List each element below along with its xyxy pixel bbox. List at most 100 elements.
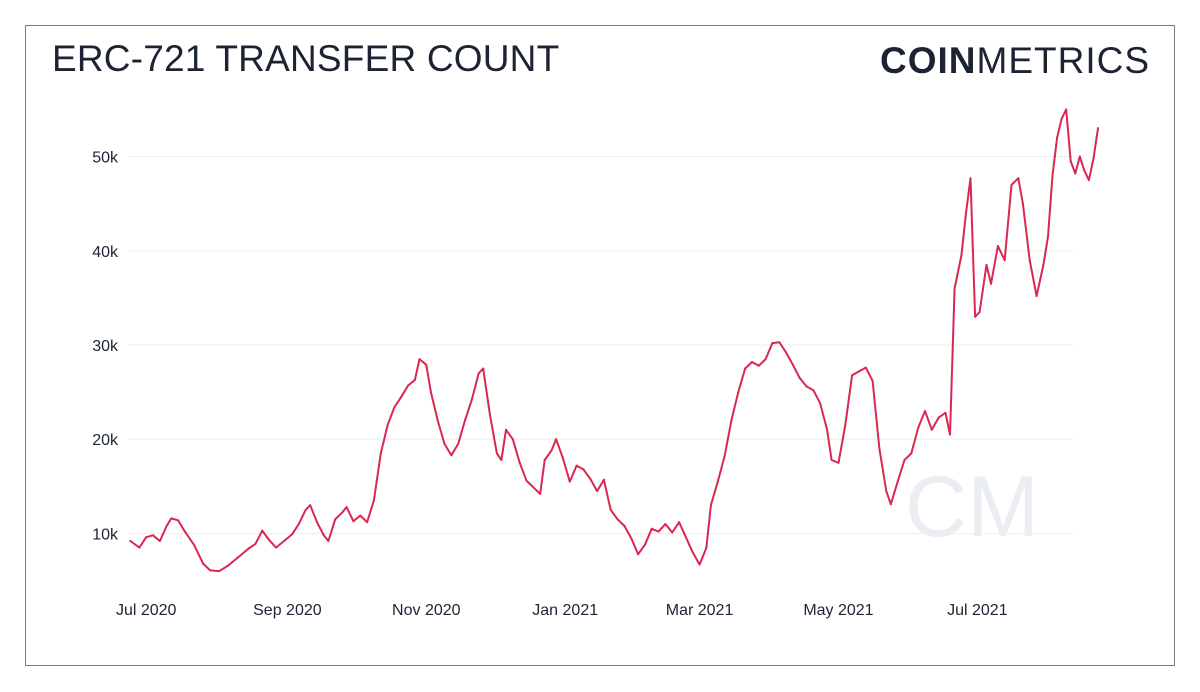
data-point (910, 452, 913, 455)
watermark-logo: CM (905, 459, 1039, 555)
data-point (996, 245, 999, 248)
data-point (1017, 177, 1020, 180)
data-point (418, 358, 421, 361)
data-point (903, 458, 906, 461)
brand-logo: COINMETRICS (880, 40, 1150, 82)
data-point (791, 363, 794, 366)
data-point (208, 569, 211, 572)
y-tick-label: 40k (92, 244, 119, 261)
data-point (730, 419, 733, 422)
data-point (359, 514, 362, 517)
data-point (851, 374, 854, 377)
data-point (1092, 157, 1095, 160)
data-point (602, 478, 605, 481)
data-point (482, 367, 485, 370)
data-point (429, 391, 432, 394)
data-point (413, 378, 416, 381)
data-point (737, 391, 740, 394)
data-point (1042, 263, 1045, 266)
data-point (596, 490, 599, 493)
data-point (716, 480, 719, 483)
data-point (837, 461, 840, 464)
data-point (864, 366, 867, 369)
data-point (290, 533, 293, 536)
data-point (316, 521, 318, 524)
data-point (637, 553, 640, 556)
data-point (896, 480, 899, 483)
data-point (518, 461, 521, 464)
data-point (805, 385, 808, 388)
data-point (129, 540, 132, 542)
data-point (400, 395, 403, 398)
x-tick-label: Jan 2021 (532, 602, 598, 619)
data-point (543, 458, 546, 461)
data-point (616, 518, 619, 521)
data-point (407, 384, 410, 387)
data-point (885, 490, 888, 493)
y-tick-label: 50k (92, 150, 119, 167)
data-point (309, 504, 312, 507)
data-point (477, 372, 480, 375)
data-point (177, 519, 180, 522)
data-point (609, 508, 612, 511)
data-point (878, 447, 881, 450)
data-point (393, 406, 396, 409)
data-point (664, 523, 667, 526)
y-axis: 10k 20k 30k 40k 50k (92, 150, 119, 544)
data-point (379, 452, 382, 455)
data-point (183, 530, 186, 533)
y-tick-label: 10k (92, 526, 119, 543)
x-tick-label: Mar 2021 (666, 602, 734, 619)
x-tick-label: Sep 2020 (253, 602, 322, 619)
x-tick-label: Nov 2020 (392, 602, 461, 619)
data-point (698, 563, 701, 566)
x-axis: Jul 2020 Sep 2020 Nov 2020 Jan 2021 Mar 2021… (116, 602, 1008, 619)
data-point (470, 398, 473, 401)
data-point (436, 419, 439, 422)
data-point (297, 523, 300, 526)
data-point (1046, 235, 1049, 238)
data-point (464, 419, 467, 422)
data-point (985, 263, 988, 266)
data-point (990, 282, 993, 285)
data-point (764, 358, 767, 361)
data-point (889, 503, 892, 506)
data-point (550, 449, 553, 452)
data-point (568, 480, 571, 483)
data-point (275, 546, 278, 549)
data-point (960, 254, 963, 257)
data-point (684, 536, 687, 539)
data-point (322, 534, 325, 537)
data-point (1056, 136, 1059, 139)
brand-logo-bold: COIN (880, 40, 977, 81)
data-point (152, 534, 155, 537)
data-point (930, 428, 933, 431)
series-group (129, 108, 1100, 573)
data-point (826, 428, 829, 431)
data-point (352, 520, 355, 523)
data-point (1051, 174, 1054, 177)
data-point (623, 524, 626, 527)
data-point (1069, 160, 1072, 163)
data-point (944, 411, 947, 414)
data-point (1097, 127, 1100, 130)
data-point (500, 458, 503, 461)
data-point (170, 517, 173, 520)
data-point (1010, 183, 1013, 186)
data-point (844, 424, 847, 427)
data-point (974, 315, 977, 318)
data-point (1028, 259, 1031, 262)
data-point (341, 511, 344, 514)
data-point (304, 508, 307, 511)
data-point (750, 360, 753, 363)
data-point (812, 389, 815, 392)
data-point (589, 477, 592, 480)
chart-title: ERC-721 TRANSFER COUNT (52, 38, 560, 79)
data-point (650, 527, 653, 530)
data-point (511, 438, 514, 441)
data-point (678, 521, 681, 524)
data-point (949, 433, 952, 436)
data-point (345, 506, 348, 509)
data-point (657, 530, 660, 533)
